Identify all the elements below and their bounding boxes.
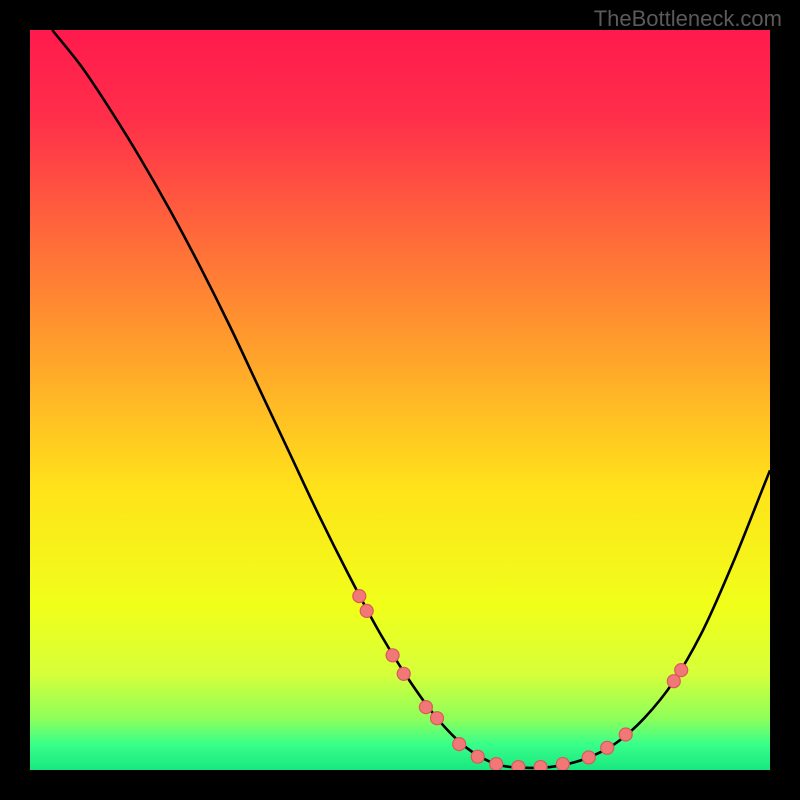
data-markers: [353, 590, 688, 770]
chart-svg: [30, 30, 770, 770]
data-point: [619, 728, 632, 741]
data-point: [601, 741, 614, 754]
data-point: [582, 751, 595, 764]
data-point: [453, 738, 466, 751]
data-point: [490, 758, 503, 770]
data-point: [386, 649, 399, 662]
data-point: [556, 758, 569, 770]
bottleneck-curve: [52, 30, 770, 768]
watermark: TheBottleneck.com: [594, 6, 782, 32]
data-point: [512, 761, 525, 770]
data-point: [675, 664, 688, 677]
data-point: [360, 604, 373, 617]
data-point: [431, 712, 444, 725]
data-point: [471, 750, 484, 763]
data-point: [534, 761, 547, 770]
data-point: [667, 675, 680, 688]
data-point: [353, 590, 366, 603]
plot-area: [30, 30, 770, 770]
data-point: [397, 667, 410, 680]
data-point: [419, 701, 432, 714]
